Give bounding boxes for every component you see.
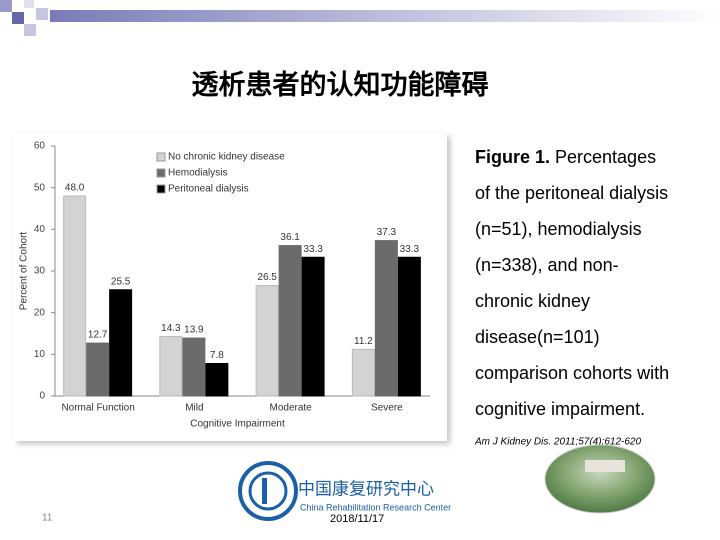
- x-axis-label: Cognitive Impairment: [190, 419, 285, 430]
- bar: [159, 335, 183, 397]
- value-label: 12.7: [88, 330, 108, 341]
- value-label: 36.1: [280, 232, 300, 243]
- logo-cn: 中国康复研究中心: [298, 479, 434, 498]
- caption-body: of the peritoneal dialysis (n=51), hemodi…: [475, 183, 669, 419]
- bar: [351, 348, 375, 397]
- caption-line: Percentages: [550, 147, 656, 167]
- y-tick-label: 20: [34, 307, 46, 318]
- value-label: 26.5: [257, 272, 277, 283]
- bar: [63, 195, 87, 397]
- y-tick-label: 60: [34, 141, 46, 152]
- bar: [205, 363, 229, 397]
- citation: Am J Kidney Dis. 2011;57(4):612-620: [474, 437, 641, 448]
- legend-label: Peritoneal dialysis: [168, 184, 249, 195]
- chart: 0 10 20 30 40 50 60 Percent of Cohort Cognitive …: [19, 141, 430, 430]
- y-axis-label: Percent of Cohort: [19, 232, 30, 311]
- value-label: 37.3: [377, 227, 397, 238]
- x-tick-label: Moderate: [270, 403, 313, 414]
- legend-label: No chronic kidney disease: [168, 152, 285, 163]
- caption-line: cognitive impairment.: [475, 399, 645, 419]
- caption-line: (n=338), and non-: [475, 255, 619, 275]
- value-label: 13.9: [184, 325, 204, 336]
- value-label: 33.3: [400, 244, 420, 255]
- date: 2018/11/17: [330, 513, 384, 525]
- value-label: 14.3: [161, 323, 181, 334]
- value-label: 33.3: [303, 244, 323, 255]
- decoration: [0, 0, 720, 36]
- caption-label: Figure 1.: [475, 147, 550, 167]
- legend-swatch: [156, 168, 166, 178]
- caption: Figure 1. Percentages: [475, 147, 656, 167]
- y-tick-label: 40: [34, 224, 46, 235]
- y-tick-label: 10: [34, 349, 46, 360]
- value-label: 11.2: [354, 336, 373, 347]
- photo-building: [585, 460, 625, 472]
- legend-swatch: [156, 152, 166, 162]
- bar: [182, 337, 206, 397]
- value-label: 7.8: [210, 350, 224, 361]
- caption-line: chronic kidney: [475, 291, 590, 311]
- caption-line: (n=51), hemodialysis: [475, 219, 642, 239]
- logo: [238, 461, 298, 521]
- value-label: 48.0: [65, 183, 85, 194]
- x-tick-label: Mild: [185, 403, 203, 414]
- x-tick-label: Severe: [371, 403, 403, 414]
- legend-swatch: [156, 184, 166, 194]
- photo: [544, 444, 656, 514]
- bar: [86, 342, 110, 397]
- caption-line: disease(n=101): [475, 327, 600, 347]
- bar: [278, 245, 302, 397]
- page-number: 11: [42, 513, 53, 524]
- bar: [255, 285, 279, 397]
- bar: [109, 289, 133, 397]
- bar: [397, 256, 421, 397]
- legend-label: Hemodialysis: [168, 168, 227, 179]
- logo-en: China Rehabilitation Research Center: [300, 502, 451, 512]
- x-tick-label: Normal Function: [61, 403, 134, 414]
- caption-line: of the peritoneal dialysis: [475, 183, 668, 203]
- y-tick-label: 0: [39, 391, 45, 402]
- bar: [301, 256, 325, 397]
- bar: [374, 240, 398, 397]
- slide-title: 透析患者的认知功能障碍: [192, 69, 489, 100]
- y-tick-label: 30: [34, 266, 46, 277]
- y-tick-label: 50: [34, 182, 46, 193]
- caption-line: comparison cohorts with: [475, 363, 669, 383]
- value-label: 25.5: [111, 276, 131, 287]
